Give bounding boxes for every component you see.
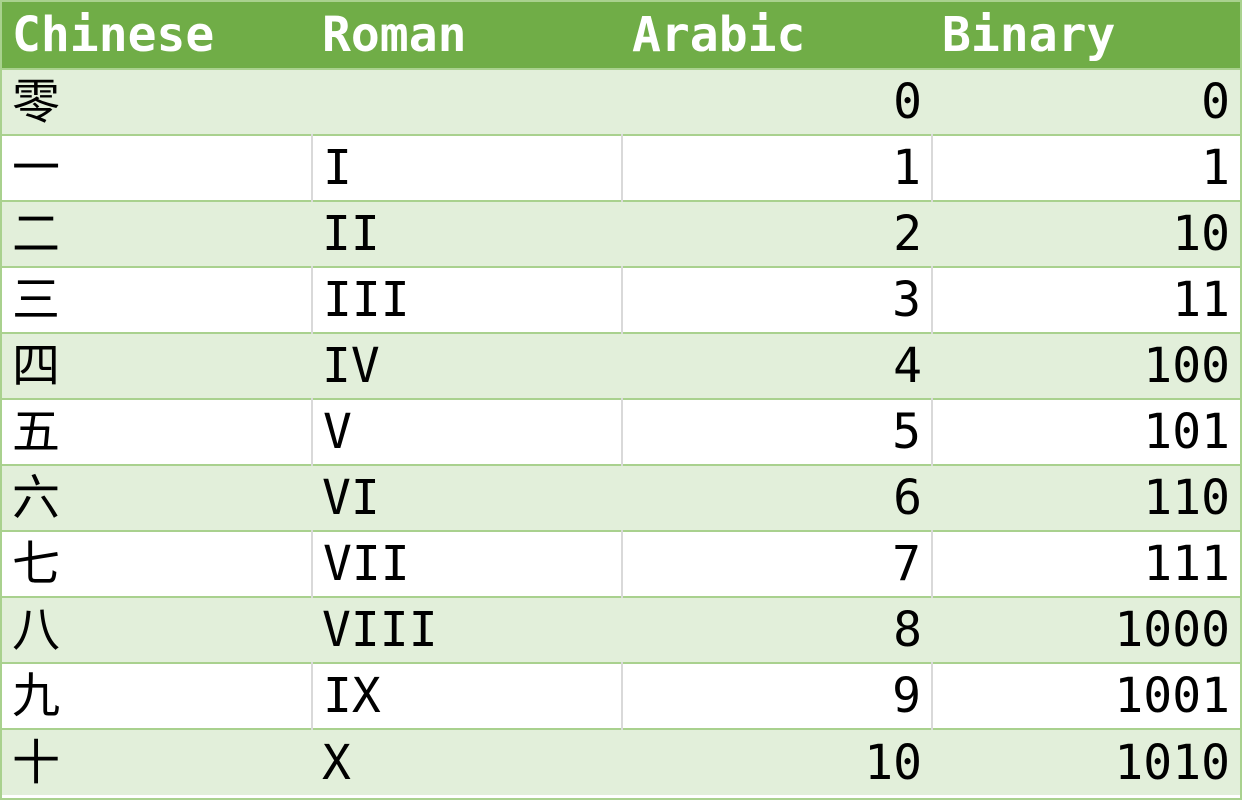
cell-roman: IV [322,338,380,394]
cell-roman: I [311,135,622,201]
cell-roman [312,69,622,135]
cell-roman: VII [311,531,622,597]
cell-binary: 10 [1172,206,1230,262]
cell-arabic: 9 [621,663,932,729]
table-row: 六 VI 6 110 [2,465,1240,531]
table-row: 二 II 2 10 [2,201,1240,267]
cell-arabic: 1 [621,135,932,201]
cell-roman: IX [311,663,622,729]
header-binary: Binary [932,2,1240,70]
table-row: 五 V 5 101 [2,399,1240,465]
cell-arabic: 3 [621,267,932,333]
cell-chinese: 八 [12,602,61,658]
cell-binary: 1010 [1114,734,1230,791]
cell-arabic: 8 [893,602,922,658]
cell-chinese: 三 [12,272,61,328]
table-row: 九 IX 9 1001 [2,663,1240,729]
cell-chinese: 七 [12,536,61,592]
cell-binary: 101 [931,399,1240,465]
cell-chinese: 四 [12,338,61,394]
cell-binary: 100 [1143,338,1230,394]
table-row: 八 VIII 8 1000 [2,597,1240,663]
cell-roman: VIII [322,602,438,658]
cell-roman: X [322,734,351,791]
cell-arabic: 10 [864,734,922,791]
header-arabic: Arabic [622,2,932,70]
cell-binary: 1000 [1114,602,1230,658]
cell-binary: 1001 [931,663,1240,729]
table-body: 零 0 0 一 I 1 1 二 II 2 10 三 III 3 11 [2,69,1240,795]
table-row: 零 0 0 [2,69,1240,135]
cell-arabic: 6 [893,470,922,526]
table-row: 一 I 1 1 [2,135,1240,201]
header-row: Chinese Roman Arabic Binary [2,2,1240,70]
cell-binary: 11 [931,267,1240,333]
cell-binary: 0 [1201,74,1230,130]
cell-chinese: 六 [12,470,61,526]
cell-chinese: 零 [12,74,61,130]
cell-roman: III [311,267,622,333]
table-row: 三 III 3 11 [2,267,1240,333]
table-row: 四 IV 4 100 [2,333,1240,399]
cell-arabic: 4 [893,338,922,394]
cell-chinese: 五 [12,404,61,460]
cell-chinese: 十 [12,734,61,791]
table-row: 七 VII 7 111 [2,531,1240,597]
cell-chinese: 二 [12,206,61,262]
cell-chinese: 一 [12,140,61,196]
cell-arabic: 7 [621,531,932,597]
header-chinese: Chinese [2,2,312,70]
cell-binary: 1 [931,135,1240,201]
cell-roman: II [322,206,380,262]
table-row: 十 X 10 1010 [2,729,1240,795]
cell-binary: 110 [1143,470,1230,526]
header-roman: Roman [312,2,622,70]
cell-roman: V [311,399,622,465]
table-header: Chinese Roman Arabic Binary [2,2,1240,70]
cell-roman: VI [322,470,380,526]
cell-arabic: 0 [893,74,922,130]
cell-arabic: 2 [893,206,922,262]
cell-binary: 111 [931,531,1240,597]
cell-arabic: 5 [621,399,932,465]
cell-chinese: 九 [12,668,61,724]
